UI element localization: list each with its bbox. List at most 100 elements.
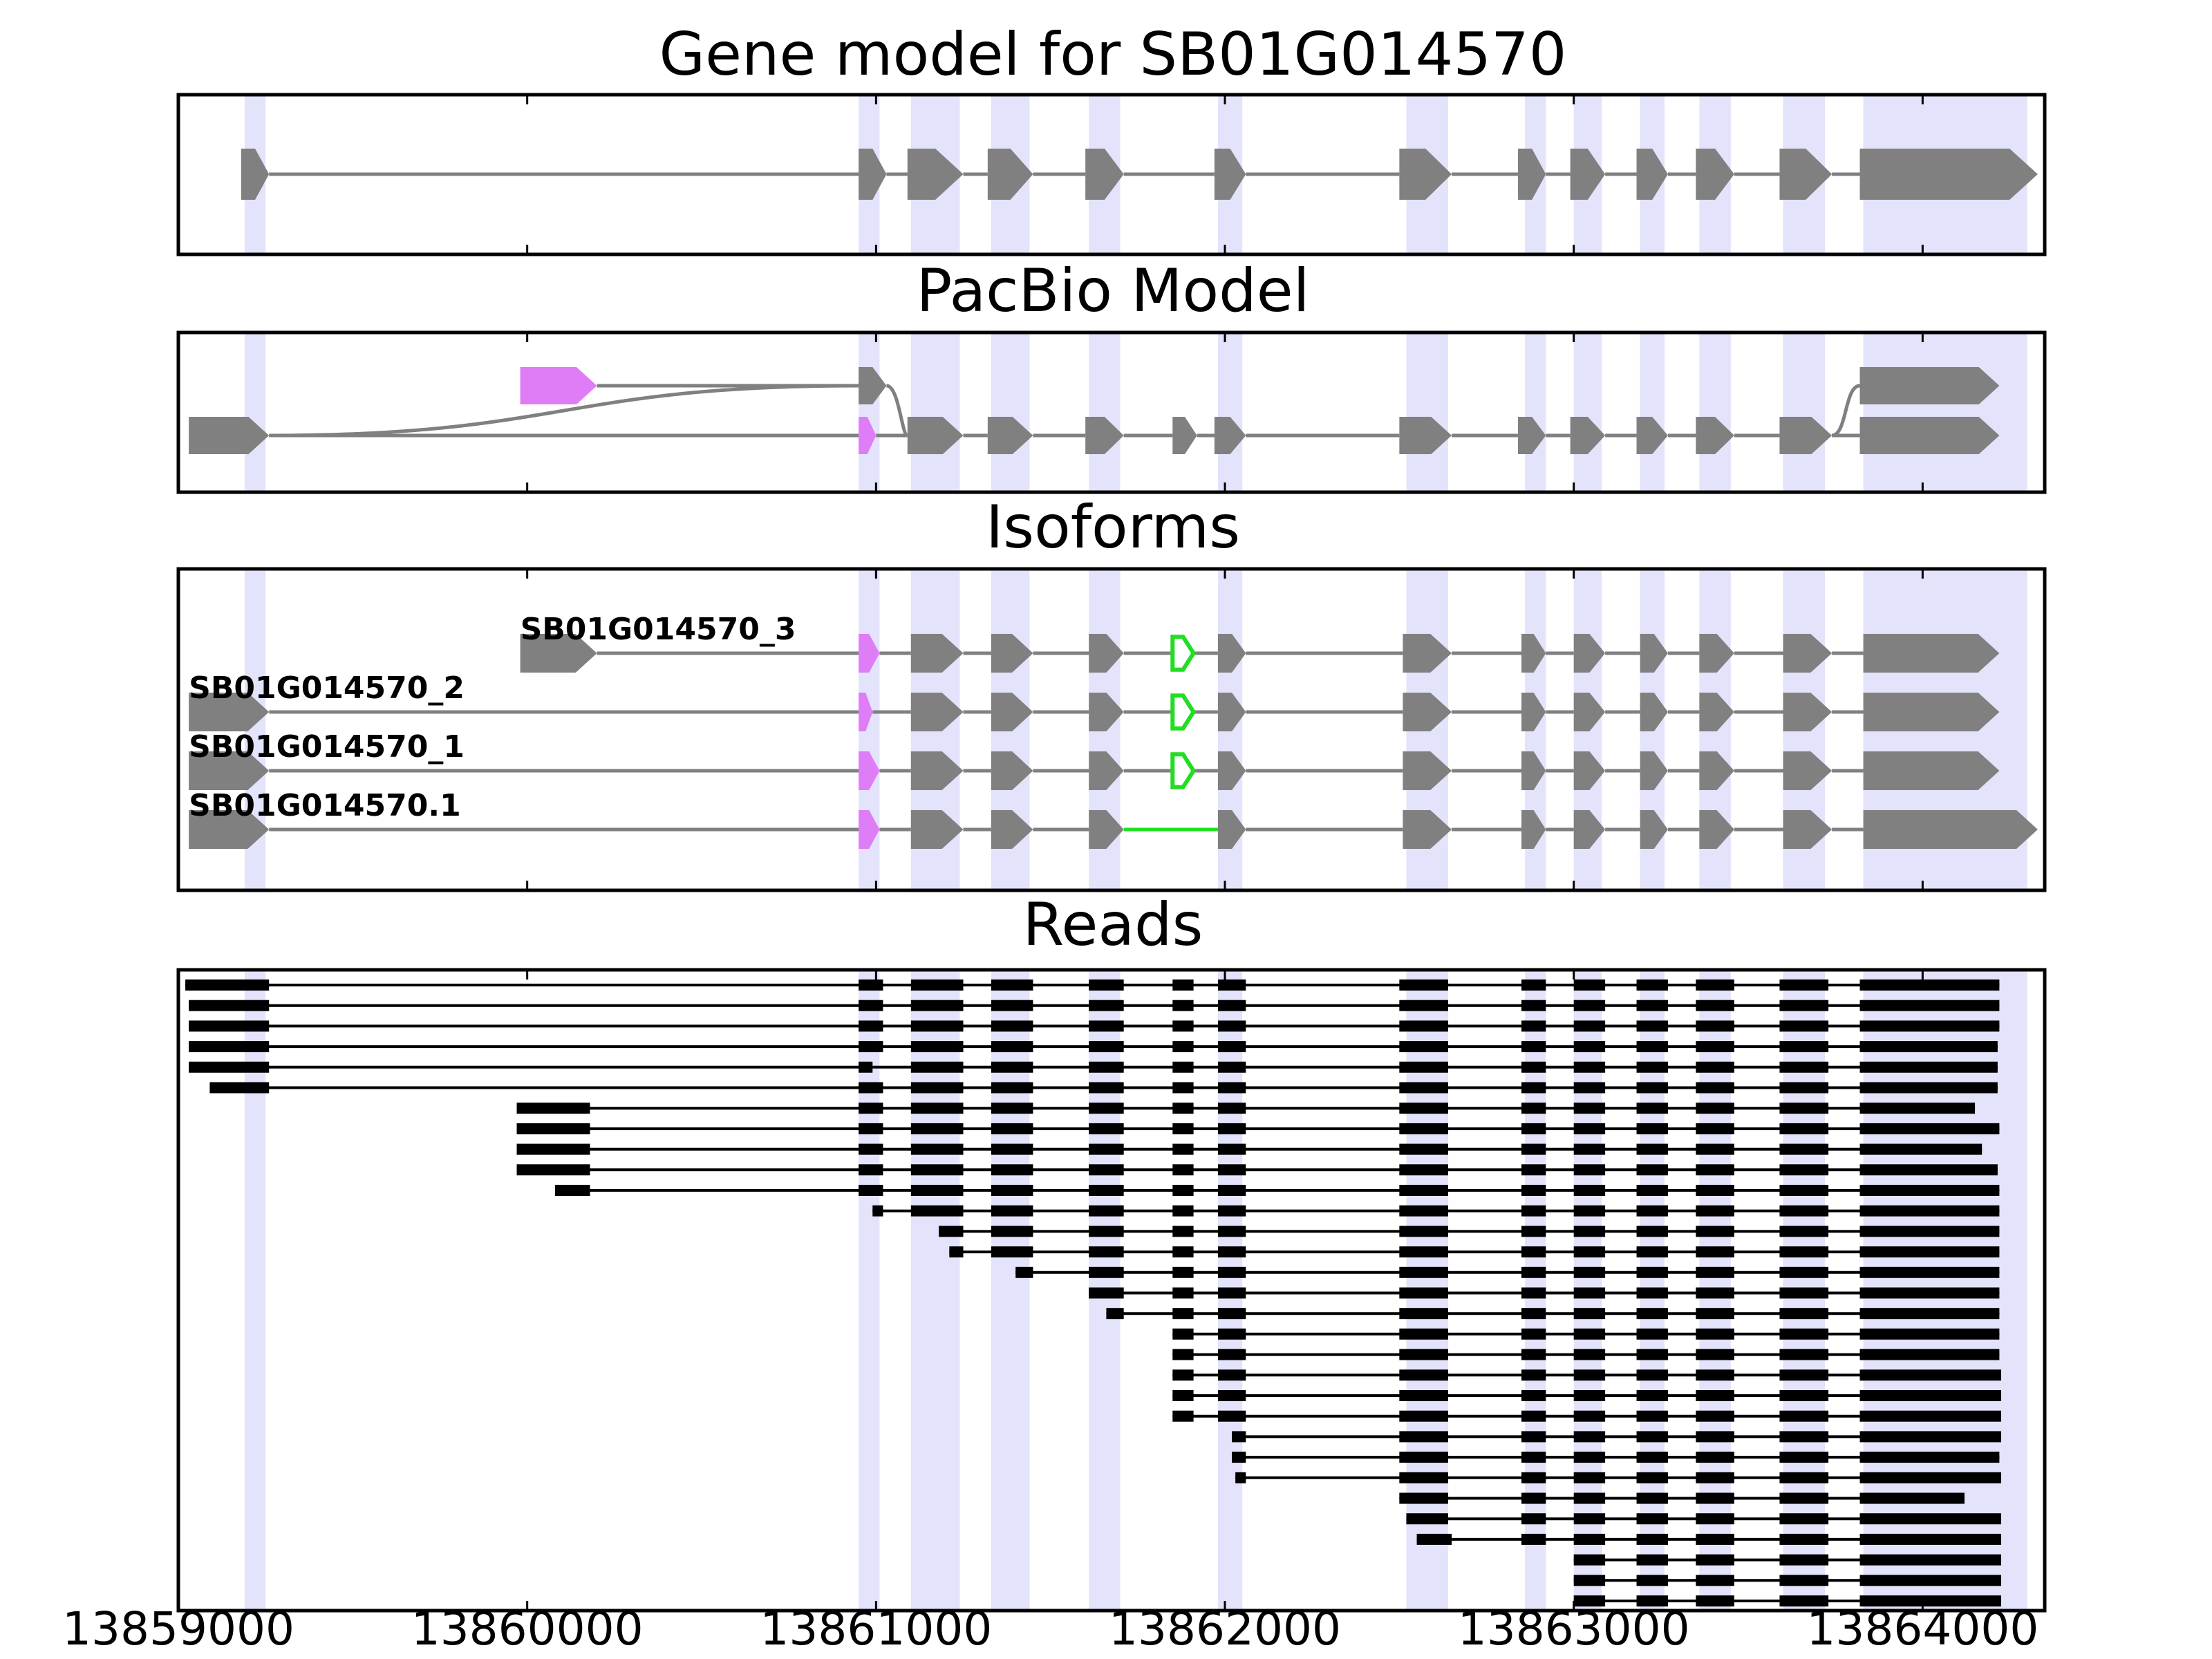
read-block	[1779, 1533, 1829, 1545]
exon-arrow	[987, 417, 1033, 454]
exon-arrow	[1517, 149, 1546, 200]
exon-shade-band	[244, 970, 266, 1611]
read-block	[1859, 1287, 2000, 1299]
alt-exon-arrow	[1170, 752, 1197, 789]
read-block	[1573, 1226, 1606, 1237]
read-block	[1172, 1020, 1194, 1032]
read-block	[939, 1226, 964, 1237]
exon-arrow	[1214, 149, 1246, 200]
read-block	[1399, 1266, 1449, 1278]
read-block	[1089, 1205, 1124, 1217]
read-block	[1636, 1143, 1668, 1155]
exon-shade-band	[1406, 332, 1449, 492]
panel-title-isoforms: Isoforms	[986, 493, 1240, 562]
exon-arrow	[1403, 810, 1452, 849]
exon-shade-band	[859, 332, 880, 492]
read-block	[1217, 1185, 1246, 1196]
read-row	[1573, 1575, 2001, 1586]
exon-arrow	[1085, 417, 1124, 454]
read-block	[1696, 980, 1734, 991]
exon-arrow	[1517, 417, 1546, 454]
read-block	[1636, 1061, 1668, 1073]
isoform-label: SB01G014570_3	[521, 612, 796, 647]
read-block	[1399, 980, 1449, 991]
read-block	[1859, 1164, 1998, 1176]
read-block	[1636, 1000, 1668, 1011]
read-block	[1399, 1164, 1449, 1176]
read-block	[1521, 980, 1546, 991]
read-block	[1636, 1226, 1668, 1237]
read-block	[1399, 1143, 1449, 1155]
read-block	[1696, 1595, 1734, 1606]
read-block	[991, 1143, 1033, 1155]
read-block	[1696, 1164, 1734, 1176]
read-block	[1779, 1000, 1829, 1011]
read-block	[1521, 1041, 1546, 1053]
read-block	[1696, 1000, 1734, 1011]
read-block	[1217, 1164, 1246, 1176]
read-row	[1106, 1308, 2000, 1320]
read-block	[1859, 1533, 2001, 1545]
read-block	[1859, 1369, 2001, 1381]
read-block	[859, 1082, 883, 1094]
read-block	[1779, 1226, 1829, 1237]
read-block	[1399, 1492, 1449, 1504]
exon-arrow	[189, 810, 270, 849]
read-block	[1636, 1513, 1668, 1525]
read-block	[1399, 1000, 1449, 1011]
read-row	[516, 1164, 1998, 1176]
read-row	[1232, 1431, 2001, 1443]
read-block	[1172, 980, 1194, 991]
read-block	[1779, 1554, 1829, 1566]
x-tick-label: 13862000	[1109, 1602, 1341, 1656]
read-block	[1696, 1431, 1734, 1443]
read-block	[1859, 1349, 2000, 1360]
read-row	[1416, 1533, 2001, 1545]
exon-arrow	[1859, 417, 2000, 454]
alt-donor-exon-arrow	[859, 810, 880, 849]
gene-model-panel	[176, 93, 2047, 256]
exon-arrow	[1570, 149, 1606, 200]
read-row	[872, 1205, 2000, 1217]
read-block	[1521, 1308, 1546, 1320]
exon-arrow	[1636, 149, 1668, 200]
read-block	[1089, 1041, 1124, 1053]
read-block	[1521, 1349, 1546, 1360]
read-block	[1172, 1143, 1194, 1155]
exon-arrow	[1640, 810, 1668, 849]
read-block	[1089, 1061, 1124, 1073]
read-block	[1399, 1369, 1449, 1381]
exon-arrow	[1217, 810, 1246, 849]
read-block	[1859, 1472, 2001, 1483]
read-block	[1859, 1431, 2001, 1443]
read-block	[1172, 1061, 1194, 1073]
exon-shade-band	[244, 332, 266, 492]
read-block	[1399, 1431, 1449, 1443]
read-block	[1406, 1513, 1449, 1525]
read-block	[1521, 1205, 1546, 1217]
read-block	[1106, 1308, 1124, 1320]
read-block	[516, 1123, 590, 1134]
read-block	[1573, 1103, 1606, 1114]
read-row	[939, 1226, 2000, 1237]
read-block	[1779, 1308, 1829, 1320]
read-block	[1779, 1103, 1829, 1114]
read-block	[1217, 1061, 1246, 1073]
read-row	[1573, 1595, 2001, 1606]
read-block	[1217, 1082, 1246, 1094]
x-tick-label: 13864000	[1806, 1602, 2038, 1656]
exon-arrow	[1696, 417, 1734, 454]
read-block	[1636, 1431, 1668, 1443]
read-block	[1696, 1452, 1734, 1463]
exon-arrow	[1399, 417, 1452, 454]
exon-shade-band	[991, 970, 1030, 1611]
read-block	[1217, 1103, 1246, 1114]
exon-arrow	[859, 149, 887, 200]
read-block	[1573, 1082, 1606, 1094]
read-block	[1696, 1061, 1734, 1073]
splice-connector	[1831, 384, 1861, 438]
read-block	[1696, 1123, 1734, 1134]
read-block	[189, 1000, 270, 1011]
read-block	[910, 1205, 964, 1217]
panel-title-reads: Reads	[1023, 890, 1203, 959]
